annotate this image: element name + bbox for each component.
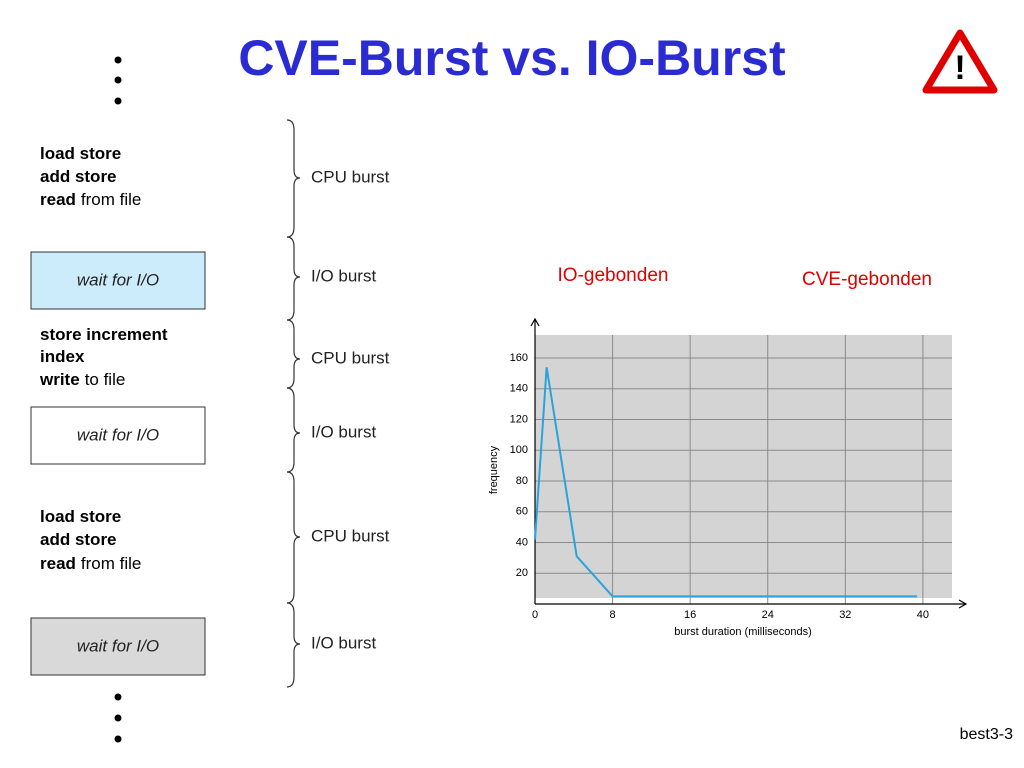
- brace: [286, 602, 301, 688]
- wait-box: [30, 617, 206, 676]
- code-line: add store: [40, 530, 117, 549]
- plot-area: [535, 335, 952, 598]
- wait-box: [30, 406, 206, 465]
- y-tick-label: 40: [516, 536, 528, 548]
- y-tick-label: 20: [516, 567, 528, 579]
- burst-label: CPU burst: [311, 348, 390, 367]
- y-tick-label: 120: [510, 413, 528, 425]
- svg-text:!: !: [954, 49, 965, 87]
- brace: [286, 387, 301, 473]
- code-line: index: [40, 347, 85, 366]
- burst-label: I/O burst: [311, 266, 376, 285]
- code-line: write to file: [39, 370, 125, 389]
- code-line: store increment: [40, 325, 168, 344]
- x-tick-label: 32: [839, 609, 851, 621]
- x-tick-label: 16: [684, 609, 696, 621]
- y-tick-label: 160: [510, 352, 528, 364]
- brace: [286, 119, 301, 238]
- code-text: from file: [81, 554, 141, 573]
- x-tick-label: 24: [762, 609, 774, 621]
- code-line: read from file: [40, 190, 141, 209]
- code-line: load store: [40, 507, 121, 526]
- code-keyword: load store: [40, 144, 121, 163]
- annotation: IO-gebonden: [558, 265, 669, 286]
- y-axis-label: frequency: [488, 445, 500, 494]
- code-keyword: store increment: [40, 325, 168, 344]
- burst-label: I/O burst: [311, 422, 376, 441]
- code-line: load store: [40, 144, 121, 163]
- x-axis: [535, 599, 968, 609]
- wait-label: wait for I/O: [77, 636, 159, 655]
- y-tick-label: 60: [516, 506, 528, 518]
- x-axis-label: burst duration (milliseconds): [674, 626, 812, 638]
- y-tick-label: 140: [510, 383, 528, 395]
- code-text: to file: [85, 370, 126, 389]
- code-line: add store: [40, 167, 117, 186]
- brace: [286, 471, 301, 604]
- footer: best3-3: [960, 726, 1013, 743]
- code-line: read from file: [40, 554, 141, 573]
- brace: [286, 236, 301, 321]
- x-tick-label: 0: [532, 609, 538, 621]
- wait-label: wait for I/O: [77, 425, 159, 444]
- burst-label: CPU burst: [311, 167, 390, 186]
- x-tick-label: 40: [917, 609, 929, 621]
- code-keyword: index: [40, 347, 85, 366]
- code-keyword: load store: [40, 507, 121, 526]
- code-text: from file: [81, 190, 141, 209]
- code-keyword: add store: [40, 530, 117, 549]
- warning-icon: !: [922, 29, 998, 94]
- code-keyword: add store: [40, 167, 117, 186]
- burst-label: I/O burst: [311, 633, 376, 652]
- code-keyword: read: [40, 190, 76, 209]
- y-axis: [530, 317, 540, 604]
- slide-title: CVE-Burst vs. IO-Burst: [238, 30, 786, 86]
- wait-label: wait for I/O: [77, 270, 159, 289]
- burst-label: CPU burst: [311, 526, 390, 545]
- y-tick-label: 100: [510, 444, 528, 456]
- dots: [114, 56, 122, 743]
- brace: [286, 319, 301, 389]
- y-tick-label: 80: [516, 475, 528, 487]
- annotation: CVE-gebonden: [802, 269, 932, 290]
- x-tick-label: 8: [610, 609, 616, 621]
- code-keyword: write: [39, 370, 80, 389]
- data-line: [534, 367, 918, 598]
- code-keyword: read: [40, 554, 76, 573]
- wait-box: [30, 251, 206, 310]
